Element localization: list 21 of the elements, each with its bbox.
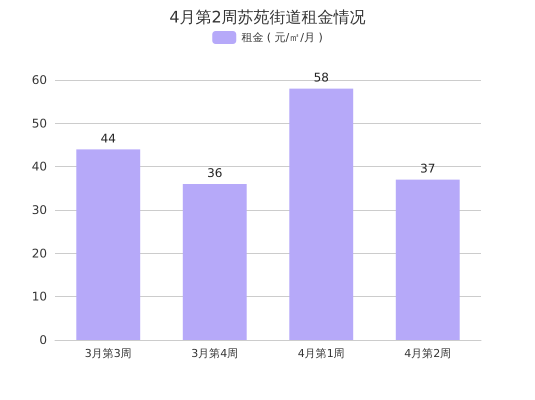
data-label: 36	[207, 166, 222, 180]
y-tick-label: 60	[32, 73, 47, 87]
bar	[289, 88, 354, 340]
data-label: 58	[314, 70, 329, 85]
y-tick-label: 40	[32, 160, 47, 174]
data-label: 37	[420, 162, 436, 176]
chart-title: 4月第2周苏苑街道租金情况	[169, 8, 366, 26]
x-tick-label: 4月第2周	[404, 347, 452, 360]
y-tick-label: 50	[32, 116, 47, 130]
x-tick-label: 4月第1周	[298, 347, 345, 360]
legend-label: 租金 ( 元/㎡/月 )	[241, 31, 323, 44]
y-tick-label: 0	[39, 333, 47, 347]
data-label: 44	[100, 131, 116, 146]
bar	[182, 184, 247, 340]
y-tick-label: 20	[32, 246, 47, 260]
y-tick-label: 10	[32, 290, 47, 304]
x-tick-label: 3月第3周	[84, 347, 132, 360]
bar	[76, 149, 140, 340]
bar	[396, 180, 460, 340]
y-tick-label: 30	[32, 203, 47, 217]
x-tick-label: 3月第4周	[191, 347, 238, 360]
